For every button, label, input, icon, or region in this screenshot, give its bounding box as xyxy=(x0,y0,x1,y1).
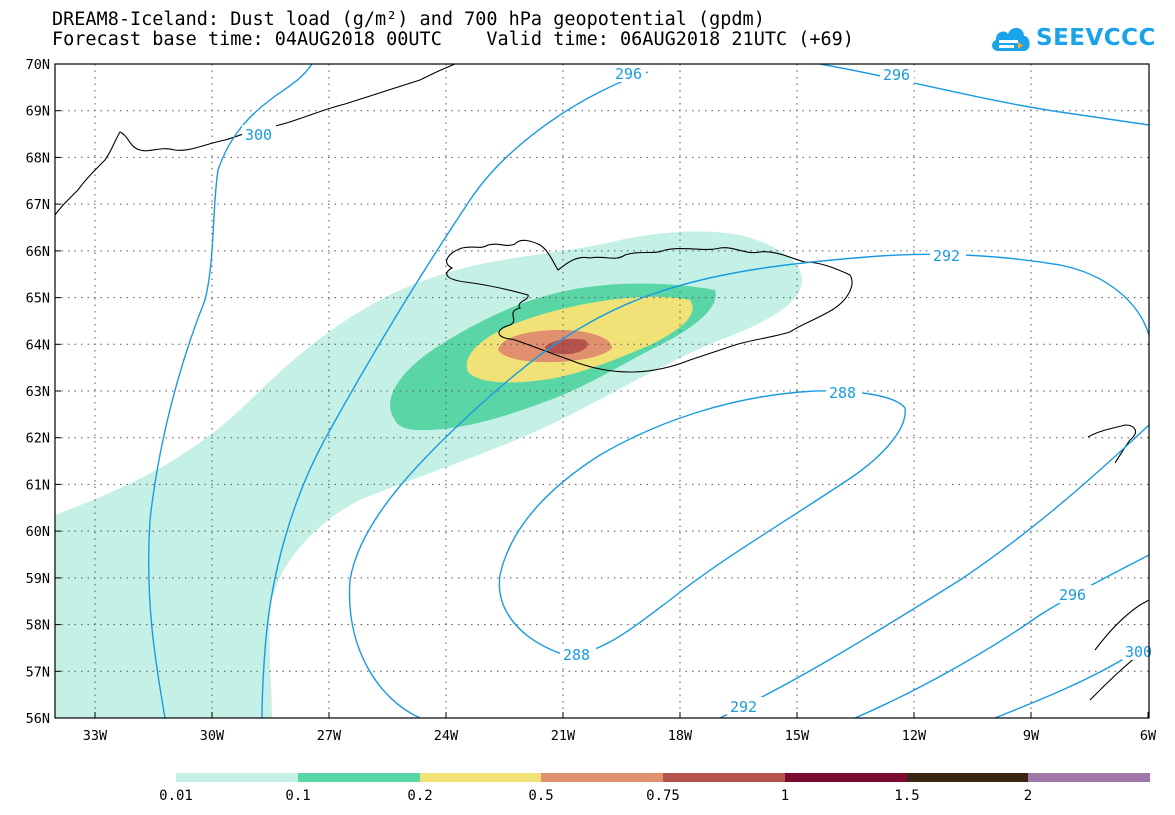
colorbar-swatch xyxy=(176,773,298,782)
contour-label: 292 xyxy=(730,698,757,716)
colorbar-label: 0.75 xyxy=(646,788,680,804)
colorbar-label: 0.2 xyxy=(407,788,432,804)
lon-tick-label: 18W xyxy=(668,728,693,744)
lon-axis: 33W 30W 27W 24W 21W 18W 15W 12W 9W 6W xyxy=(83,712,1157,744)
contour-label: 288 xyxy=(829,384,856,402)
lat-tick-label: 69N xyxy=(26,104,50,120)
lon-tick-label: 30W xyxy=(200,728,225,744)
contour-296-central xyxy=(261,71,649,718)
contour-292 xyxy=(348,253,1149,718)
colorbar-swatch xyxy=(298,773,420,782)
lon-tick-label: 24W xyxy=(434,728,459,744)
lat-tick-label: 65N xyxy=(26,291,50,307)
title-line-1: DREAM8-Iceland: Dust load (g/m²) and 700… xyxy=(52,9,765,30)
seevccc-logo: SEEVCCC xyxy=(990,18,1156,58)
colorbar-label: 0.01 xyxy=(159,788,193,804)
lat-tick-label: 62N xyxy=(26,431,50,447)
map-title: DREAM8-Iceland: Dust load (g/m²) and 700… xyxy=(52,10,854,50)
lat-tick-label: 66N xyxy=(26,244,50,260)
lat-tick-label: 68N xyxy=(26,150,50,166)
logo-text: SEEVCCC xyxy=(1036,25,1156,51)
lat-tick-label: 63N xyxy=(26,384,50,400)
contour-292-south xyxy=(719,424,1149,718)
lat-tick-label: 67N xyxy=(26,197,50,213)
title-line-2: Forecast base time: 04AUG2018 00UTC Vali… xyxy=(52,29,854,50)
greenland-coast xyxy=(55,64,456,216)
colorbar-swatch xyxy=(1028,773,1150,782)
lat-tick-label: 70N xyxy=(26,57,50,73)
contour-300-west xyxy=(147,64,313,718)
contour-label: 288 xyxy=(563,646,590,664)
lon-tick-label: 9W xyxy=(1023,728,1040,744)
colorbar-swatch xyxy=(785,773,907,782)
lon-tick-label: 12W xyxy=(902,728,927,744)
colorbar-label: 0.1 xyxy=(285,788,310,804)
lon-tick-label: 21W xyxy=(551,728,576,744)
colorbar-label: 1.5 xyxy=(894,788,919,804)
contour-296-southeast xyxy=(854,554,1149,718)
lat-tick-label: 61N xyxy=(26,477,50,493)
contour-label: 300 xyxy=(245,126,272,144)
graticule xyxy=(55,64,1149,718)
dust-load-layer xyxy=(55,231,802,718)
colorbar: 0.01 0.1 0.2 0.5 0.75 1 1.5 2 xyxy=(159,773,1150,804)
dust-region-0.75 xyxy=(545,338,588,355)
lat-tick-label: 64N xyxy=(26,337,50,353)
contour-labels: 296 296 300 292 288 288 292 296 300 xyxy=(242,64,1152,716)
colorbar-label: 2 xyxy=(1024,788,1032,804)
contour-label: 296 xyxy=(615,65,642,83)
lon-tick-label: 33W xyxy=(83,728,108,744)
contour-label: 296 xyxy=(883,66,910,84)
contour-label: 292 xyxy=(933,247,960,265)
contour-288 xyxy=(498,390,906,656)
colorbar-label: 1 xyxy=(781,788,789,804)
colorbar-swatch xyxy=(907,773,1028,782)
colorbar-swatch xyxy=(541,773,663,782)
lat-tick-label: 56N xyxy=(26,711,50,727)
lat-axis: 70N 69N 68N 67N 66N 65N 64N 63N 62N 61N … xyxy=(26,57,61,727)
contour-label: 296 xyxy=(1059,586,1086,604)
contour-296-northeast xyxy=(819,64,1149,126)
lat-tick-label: 58N xyxy=(26,618,50,634)
lon-tick-label: 6W xyxy=(1140,728,1157,744)
iceland-coast xyxy=(446,239,853,373)
cloud-icon xyxy=(992,27,1030,51)
faroe-coast xyxy=(1087,424,1136,464)
lon-tick-label: 15W xyxy=(785,728,810,744)
contour-label: 300 xyxy=(1125,643,1152,661)
lon-tick-label: 27W xyxy=(317,728,342,744)
lat-tick-label: 59N xyxy=(26,571,50,587)
colorbar-swatch xyxy=(420,773,541,782)
lat-tick-label: 57N xyxy=(26,664,50,680)
colorbar-swatch xyxy=(663,773,785,782)
colorbar-label: 0.5 xyxy=(528,788,553,804)
lat-tick-label: 60N xyxy=(26,524,50,540)
